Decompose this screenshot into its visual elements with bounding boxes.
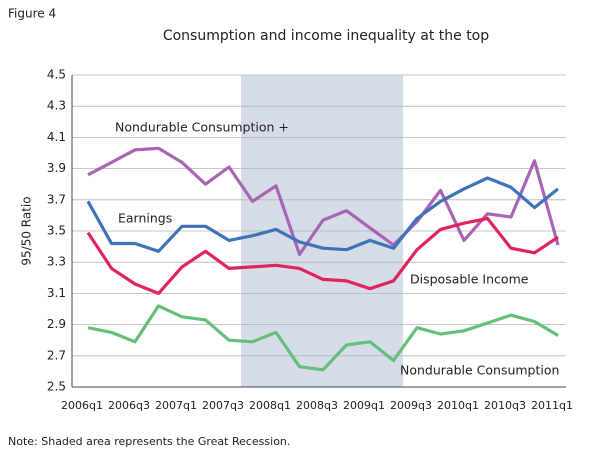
y-tick-label: 2.9 xyxy=(47,317,66,331)
series-label: Earnings xyxy=(118,211,172,226)
series-label: Disposable Income xyxy=(410,272,529,287)
series-line xyxy=(86,216,559,295)
y-tick-label: 2.5 xyxy=(47,380,66,394)
y-tick-label: 3.1 xyxy=(47,286,66,300)
y-tick-label: 3.9 xyxy=(47,161,66,175)
y-tick-label: 4.3 xyxy=(47,99,66,113)
chart-title: Consumption and income inequality at the… xyxy=(163,28,489,44)
y-tick-label: 3.7 xyxy=(47,192,66,206)
x-tick-label: 2010q1 xyxy=(437,399,479,412)
series-line xyxy=(87,146,560,256)
series-label: Nondurable Consumption xyxy=(400,363,559,378)
series-label: Nondurable Consumption + xyxy=(115,120,289,135)
x-tick-label: 2006q1 xyxy=(61,399,103,412)
note: Note: Shaded area represents the Great R… xyxy=(8,435,290,448)
x-tick-label: 2010q3 xyxy=(484,399,526,412)
x-tick-label: 2008q1 xyxy=(249,399,291,412)
x-tick-label: 2007q3 xyxy=(202,399,244,412)
y-tick-label: 3.5 xyxy=(47,224,66,238)
x-tick-label: 2009q1 xyxy=(343,399,385,412)
y-axis-label: 95/50 Ratio xyxy=(20,196,34,265)
x-tick-label: 2011q1 xyxy=(531,399,573,412)
x-tick-label: 2008q3 xyxy=(296,399,338,412)
series-line xyxy=(87,304,559,372)
series-line xyxy=(86,176,559,253)
y-tick-label: 4.5 xyxy=(47,68,66,82)
y-tick-label: 4.1 xyxy=(47,130,66,144)
x-tick-label: 2007q1 xyxy=(155,399,197,412)
y-tick-label: 2.7 xyxy=(47,348,66,362)
x-tick-label: 2009q3 xyxy=(390,399,432,412)
y-tick-label: 3.3 xyxy=(47,255,66,269)
x-tick-label: 2006q3 xyxy=(108,399,150,412)
figure-label: Figure 4 xyxy=(8,7,56,21)
